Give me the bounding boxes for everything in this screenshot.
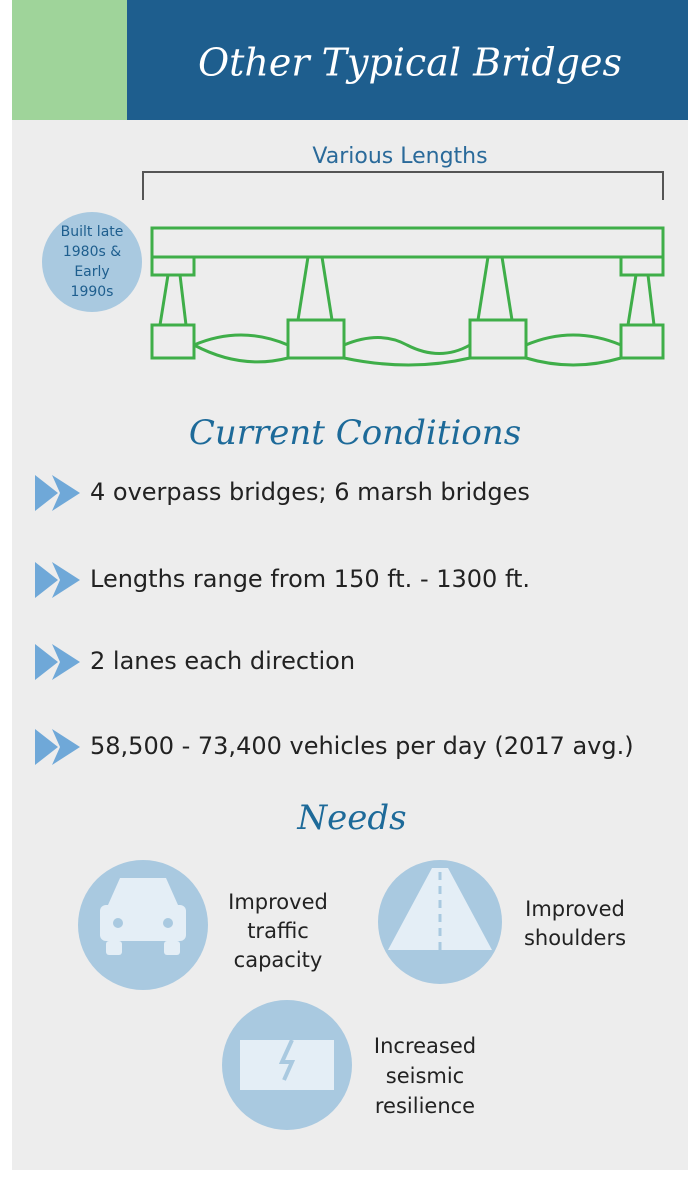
needs-title: Needs [296, 798, 406, 838]
condition-item: 2 lanes each direction [90, 647, 355, 675]
era-line: Built late [61, 224, 124, 240]
need-label: shoulders [524, 926, 626, 950]
condition-item: 4 overpass bridges; 6 marsh bridges [90, 478, 530, 506]
bullets [35, 475, 80, 765]
bullet-arrow [35, 475, 80, 511]
need-label: Increased [374, 1034, 476, 1058]
need-label: traffic [247, 919, 309, 943]
conditions-title: Current Conditions [189, 413, 521, 453]
era-line: 1980s & [63, 244, 121, 260]
header-accent [12, 0, 127, 120]
bullet-arrow [35, 729, 80, 765]
bridge-drawing [150, 226, 665, 367]
condition-item: 58,500 - 73,400 vehicles per day (2017 a… [90, 732, 634, 760]
bullet-arrow [35, 644, 80, 680]
header-bar [127, 0, 688, 120]
need-label: seismic [386, 1064, 464, 1088]
span-label: Various Lengths [312, 144, 487, 169]
need-label: Improved [228, 890, 328, 914]
era-line: 1990s [71, 284, 114, 300]
road-shape [388, 868, 492, 950]
era-line: Early [74, 264, 109, 280]
car-shape [100, 878, 186, 955]
need-label: resilience [375, 1094, 475, 1118]
title: Other Typical Bridges [198, 41, 622, 85]
span-bracket [142, 171, 664, 200]
need-label: capacity [234, 948, 323, 972]
era-text: Built late 1980s & Early 1990s [61, 224, 124, 300]
need-label: Improved [525, 897, 625, 921]
era-badge [42, 212, 142, 312]
condition-item: Lengths range from 150 ft. - 1300 ft. [90, 565, 530, 593]
bullet-arrow [35, 562, 80, 598]
